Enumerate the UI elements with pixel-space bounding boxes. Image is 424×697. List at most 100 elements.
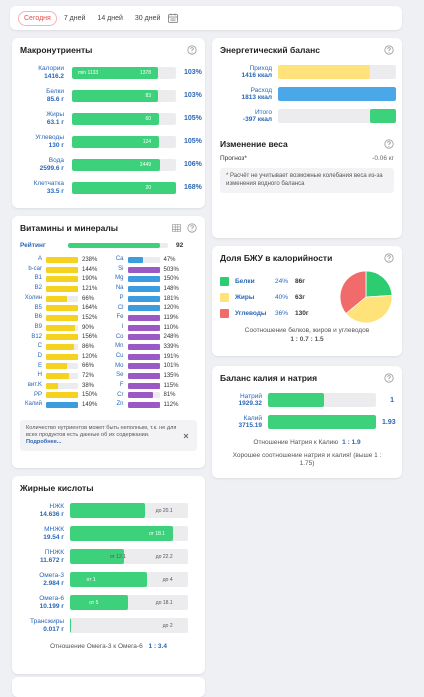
nutrient-track <box>46 276 78 283</box>
nutrient-name: вит.K <box>27 382 42 389</box>
help-circle <box>384 45 394 55</box>
macro-bar <box>72 158 161 171</box>
help-icon[interactable] <box>384 139 394 149</box>
nutrient-percent: 110% <box>163 324 179 331</box>
bzhu-card: Доля БЖУ в калорийности Белки 24% 86г Жиры 4… <box>212 246 402 356</box>
nutrient-track <box>46 402 78 409</box>
energy-name: Приход <box>249 64 272 72</box>
macro-row: Белки 85.6 г 83 103% <box>20 84 202 107</box>
pie-slice <box>339 270 367 315</box>
nutrient-grid: A 238% b-car 144% B1 190% B2 121% Холин 66% B5 164%… <box>20 255 197 410</box>
nutrient-row: Cu 191% <box>112 352 198 362</box>
nutrient-bar <box>46 285 78 292</box>
nutrient-bar <box>46 276 78 283</box>
macro-name: Белки <box>46 88 64 95</box>
macro-bar <box>72 66 158 79</box>
nutrient-track <box>127 314 160 321</box>
forecast-note: * Расчёт не учитывает возможные колебани… <box>220 168 394 193</box>
nutrient-percent: 90% <box>82 324 95 331</box>
nutrient-row: B12 156% <box>20 333 106 343</box>
nutrient-name: Mo <box>115 362 124 369</box>
bzhu-legend: Белки 24% 86г Жиры 40% 63г Углеводы 36% 130г <box>220 273 309 321</box>
nutrient-bar <box>46 314 78 321</box>
fatty-row: МНЖК 19.54 г от 18.1 <box>20 522 197 545</box>
macro-track: 83 <box>72 89 176 102</box>
nutrient-row: B9 90% <box>20 323 106 333</box>
nutrient-bar <box>46 344 74 351</box>
note-body: Количество нутриентов может быть неполны… <box>26 425 177 438</box>
macro-norm: 2449 <box>139 161 152 168</box>
nutrient-percent: 190% <box>82 276 98 283</box>
help-glyph <box>387 47 391 51</box>
nutrient-percent: 149% <box>82 402 98 409</box>
help-icon[interactable] <box>187 45 197 55</box>
fatty-ratio: Отношение Омега-3 к Омега-6 1 : 3.4 <box>20 643 197 650</box>
nutrient-row: Na 148% <box>112 284 198 294</box>
help-glyph <box>387 141 391 145</box>
nutrient-track <box>46 334 78 341</box>
fatty-min-bound: от 12.1 <box>109 553 126 560</box>
nutrient-track <box>127 402 160 409</box>
note-link[interactable]: Подробнее... <box>26 439 62 445</box>
bzhu-row: Белки 24% 86г <box>220 273 309 289</box>
nutrient-percent: 148% <box>163 285 179 292</box>
bzhu-percent: 40% <box>275 293 289 301</box>
fatty-bar <box>70 595 128 610</box>
forecast-label: Прогноз* <box>220 155 247 162</box>
nutrient-row: Cl 120% <box>112 303 198 313</box>
macro-track: min 1133 1378 <box>72 66 176 79</box>
period-tab[interactable]: 14 дней <box>97 14 123 22</box>
nutrient-percent: 339% <box>163 344 179 351</box>
nutrient-track <box>46 382 78 389</box>
nutrient-column: A 238% b-car 144% B1 190% B2 121% Холин 66% B5 164%… <box>20 255 106 410</box>
ratio-text: Отношение Омега-3 к Омега-6 <box>50 643 143 650</box>
energy-row: Расход 1813 ккал <box>220 83 396 105</box>
help-icon[interactable] <box>384 253 394 263</box>
help-icon[interactable] <box>187 223 197 233</box>
period-tab[interactable]: 30 дней <box>134 14 161 22</box>
nutrient-percent: 81% <box>163 392 176 399</box>
macro-percent: 105% <box>184 138 202 145</box>
energy-name: Расход <box>250 86 272 94</box>
close-note-button[interactable] <box>181 431 191 441</box>
calendar-button[interactable] <box>167 12 179 24</box>
nutrient-row: B5 164% <box>20 303 106 313</box>
fatty-amount: 0.017 г <box>43 625 64 633</box>
nutrient-bar <box>46 382 59 389</box>
nutrient-percent: 156% <box>82 334 98 341</box>
nutrient-row: b-car 144% <box>20 265 106 275</box>
energy-bar <box>278 65 371 79</box>
energy-track <box>278 109 396 123</box>
nutrient-percent: 72% <box>82 373 95 380</box>
fatty-row: ПНЖК 11.672 г от 12.1 до 22.2 <box>20 545 197 568</box>
macro-norm: 20 <box>145 184 152 191</box>
weight-title: Изменение веса <box>220 139 394 149</box>
fatty-name: МНЖК <box>44 526 64 533</box>
nutrient-track <box>127 392 160 399</box>
nutrient-name: B1 <box>34 275 42 282</box>
nutrient-track <box>127 285 160 292</box>
nutrient-name: Калий <box>24 401 42 408</box>
fatty-label: Трансжиры 0.017 г <box>20 618 64 633</box>
table-view-button[interactable] <box>171 223 183 233</box>
energy-row: Итого -397 ккал <box>220 105 396 127</box>
help-icon[interactable] <box>384 373 394 383</box>
nutrient-row: I 110% <box>112 323 198 333</box>
fatty-acids-card: Жирные кислоты НЖК 14.636 г до 20.1 МНЖК 19.… <box>12 476 205 674</box>
fatty-min-bound: от 1 <box>86 576 96 583</box>
nutrient-track <box>127 305 160 312</box>
nutrient-bar <box>127 344 160 351</box>
help-icon[interactable] <box>384 45 394 55</box>
macro-amount: 85.6 г <box>46 95 64 103</box>
help-dot <box>191 51 193 53</box>
period-tab[interactable]: Сегодня <box>18 10 57 26</box>
fatty-amount: 14.636 г <box>39 510 64 518</box>
potassium-bar <box>268 415 376 429</box>
period-tab[interactable]: 7 дней <box>63 14 86 22</box>
bzhu-pie <box>339 270 393 324</box>
potassium-amount: 3715.19 <box>238 422 263 429</box>
fatty-row: Омега-6 10.199 г от 5 до 18.1 <box>20 591 197 614</box>
nutrient-name: Fe <box>116 314 124 321</box>
fatty-track: от 1 до 4 <box>70 572 188 587</box>
bzhu-swatch <box>220 308 229 318</box>
